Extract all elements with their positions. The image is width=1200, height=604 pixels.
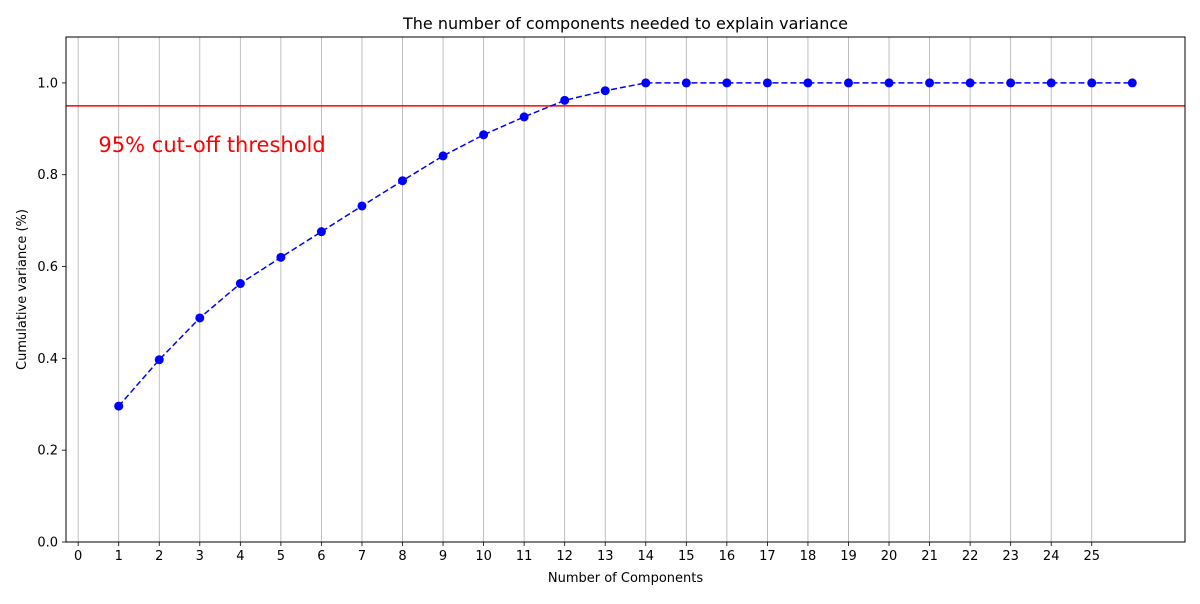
data-point [1046,78,1056,88]
data-point [681,78,691,88]
data-point [114,401,124,411]
data-point [762,78,772,88]
x-tick-label: 24 [1043,549,1060,564]
x-tick-label: 9 [439,549,447,564]
y-tick-label: 0.2 [37,444,58,459]
x-tick-label: 20 [881,549,898,564]
chart-title: The number of components needed to expla… [402,14,848,33]
x-tick-label: 10 [475,549,492,564]
x-axis-label: Number of Components [548,571,703,586]
y-tick-label: 1.0 [37,76,58,91]
data-point [398,176,408,186]
data-point [641,78,651,88]
x-tick-label: 11 [516,549,533,564]
data-point [519,112,529,122]
data-point [1127,78,1137,88]
x-axis-ticks: 0 1 2 3 4 5 6 7 8 9 10 11 12 13 14 15 16 17 18 19 20 21 22 23 24… [74,542,1100,564]
x-tick-label: 15 [678,549,695,564]
x-tick-label: 16 [719,549,736,564]
x-tick-label: 6 [317,549,325,564]
x-tick-label: 14 [637,549,654,564]
series-line [118,82,1133,407]
data-point [479,130,489,140]
x-tick-label: 19 [840,549,857,564]
data-point [1006,78,1016,88]
x-tick-label: 5 [277,549,285,564]
plot-frame [65,36,1186,543]
data-point [722,78,732,88]
data-point [276,252,286,262]
x-tick-label: 2 [155,549,163,564]
data-point [843,78,853,88]
y-axis-label: Cumulative variance (%) [15,209,30,370]
data-point [1087,78,1097,88]
x-tick-label: 0 [74,549,82,564]
x-tick-label: 13 [597,549,614,564]
x-tick-label: 1 [115,549,123,564]
x-tick-label: 22 [962,549,979,564]
x-tick-label: 3 [196,549,204,564]
data-point [884,78,894,88]
y-tick-label: 0.8 [37,168,58,183]
grid-layer [77,37,1093,542]
data-point [925,78,935,88]
data-point [316,227,326,237]
data-point [560,95,570,105]
y-tick-label: 0.4 [37,352,58,367]
x-tick-label: 12 [556,549,573,564]
threshold-label: 95% cut-off threshold [98,133,325,157]
x-tick-label: 21 [921,549,938,564]
series-layer [114,78,1137,411]
x-tick-label: 17 [759,549,776,564]
data-point [154,355,164,365]
data-point [965,78,975,88]
data-point [357,201,367,211]
x-tick-label: 25 [1083,549,1100,564]
x-tick-label: 8 [398,549,406,564]
data-point [438,151,448,161]
x-tick-label: 23 [1002,549,1019,564]
data-point [235,279,245,289]
y-tick-label: 0.0 [37,536,58,551]
data-point [600,86,610,96]
data-point [195,313,205,323]
y-tick-label: 0.6 [37,260,58,275]
x-tick-label: 18 [800,549,817,564]
data-point [803,78,813,88]
x-tick-label: 7 [358,549,366,564]
x-tick-label: 4 [236,549,244,564]
y-axis-ticks: 0.0 0.2 0.4 0.6 0.8 1.0 [37,76,66,551]
